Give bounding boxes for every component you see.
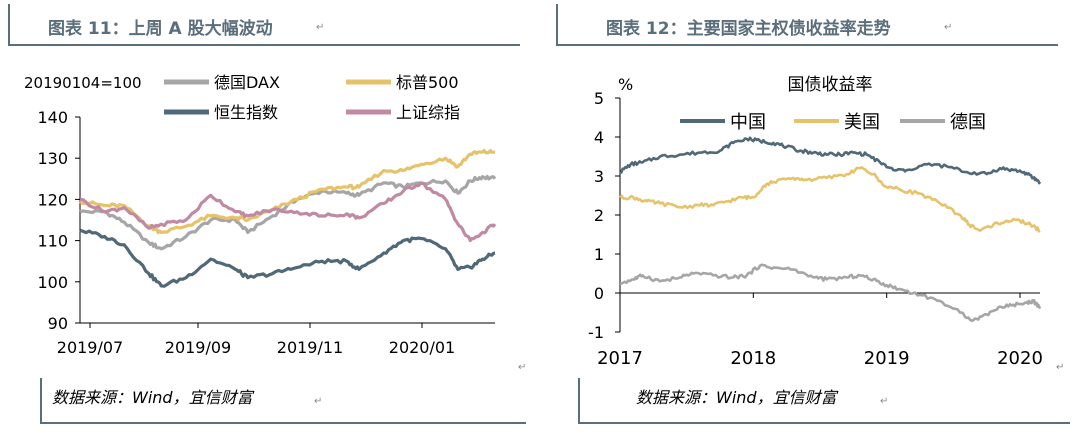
chart-inner-title: 国债收益率: [788, 75, 873, 95]
left-footer-bar: [40, 378, 526, 424]
y-tick-label: 100: [37, 273, 68, 292]
legend-label: 德国: [950, 112, 986, 133]
right-chart-title: 图表 12：主要国家主权债收益率走势: [606, 19, 891, 39]
x-tick-label: 2020: [997, 348, 1043, 369]
paragraph-mark-icon: ↵: [880, 396, 889, 407]
right-panel: 图表 12：主要国家主权债收益率走势 ↵ -1 0 1 2 3 4 5 2017 2018 201…: [540, 0, 1080, 435]
legend-label: 上证综指: [396, 103, 460, 122]
paragraph-mark-icon: ↵: [316, 22, 325, 33]
paragraph-mark-icon: ↵: [944, 22, 953, 33]
legend-label: 美国: [844, 112, 880, 133]
y-tick-label: 1: [594, 245, 604, 264]
series-line: [79, 228, 496, 288]
x-tick-label: 2019/07: [57, 338, 123, 357]
y-axis-unit: %: [618, 75, 633, 94]
y-tick-label: 0: [594, 284, 604, 303]
legend-label: 恒生指数: [214, 103, 278, 122]
y-tick-label: 3: [594, 167, 604, 186]
paragraph-mark-icon: ↵: [1056, 362, 1065, 373]
x-tick-label: 2017: [597, 348, 643, 369]
base-label: 20190104=100: [24, 74, 142, 92]
left-source-note: 数据来源：Wind，宜信财富: [52, 388, 253, 407]
y-tick-label: 140: [37, 108, 68, 127]
series-line: [79, 181, 497, 243]
series-line: [619, 263, 1042, 323]
left-chart-title: 图表 11：上周 A 股大幅波动: [48, 19, 273, 39]
x-tick-label: 2018: [730, 348, 776, 369]
series-line: [79, 148, 496, 235]
left-title-bar: [8, 4, 520, 46]
right-title-bar: [556, 4, 1058, 46]
legend-label: 标普500: [396, 73, 459, 92]
paragraph-mark-icon: ↵: [518, 362, 527, 373]
right-footer-bar: [578, 378, 1070, 424]
y-tick-label: 120: [37, 190, 68, 209]
right-source-note: 数据来源：Wind，宜信财富: [636, 388, 837, 407]
y-tick-label: -1: [588, 323, 604, 342]
legend-label: 德国DAX: [214, 73, 280, 92]
y-tick-label: 90: [48, 314, 68, 333]
left-chart: 90 100 110 120 130 140 2019/07 2019/09 2019/11 20…: [24, 73, 497, 357]
x-tick-label: 2019/09: [165, 338, 231, 357]
y-tick-label: 4: [594, 128, 604, 147]
x-tick-label: 2019: [864, 348, 910, 369]
legend-label: 中国: [730, 112, 766, 133]
paragraph-mark-icon: ↵: [314, 396, 323, 407]
series-line: [619, 136, 1042, 185]
x-tick-label: 2020/01: [389, 338, 455, 357]
y-tick-label: 110: [37, 232, 68, 251]
y-tick-label: 130: [37, 149, 68, 168]
y-tick-label: 5: [594, 89, 604, 108]
x-tick-label: 2019/11: [277, 338, 343, 357]
series-line: [619, 166, 1041, 233]
y-tick-label: 2: [594, 206, 604, 225]
left-panel: 图表 11：上周 A 股大幅波动 ↵ 90 100 110 120 130 140 2019…: [8, 4, 527, 424]
